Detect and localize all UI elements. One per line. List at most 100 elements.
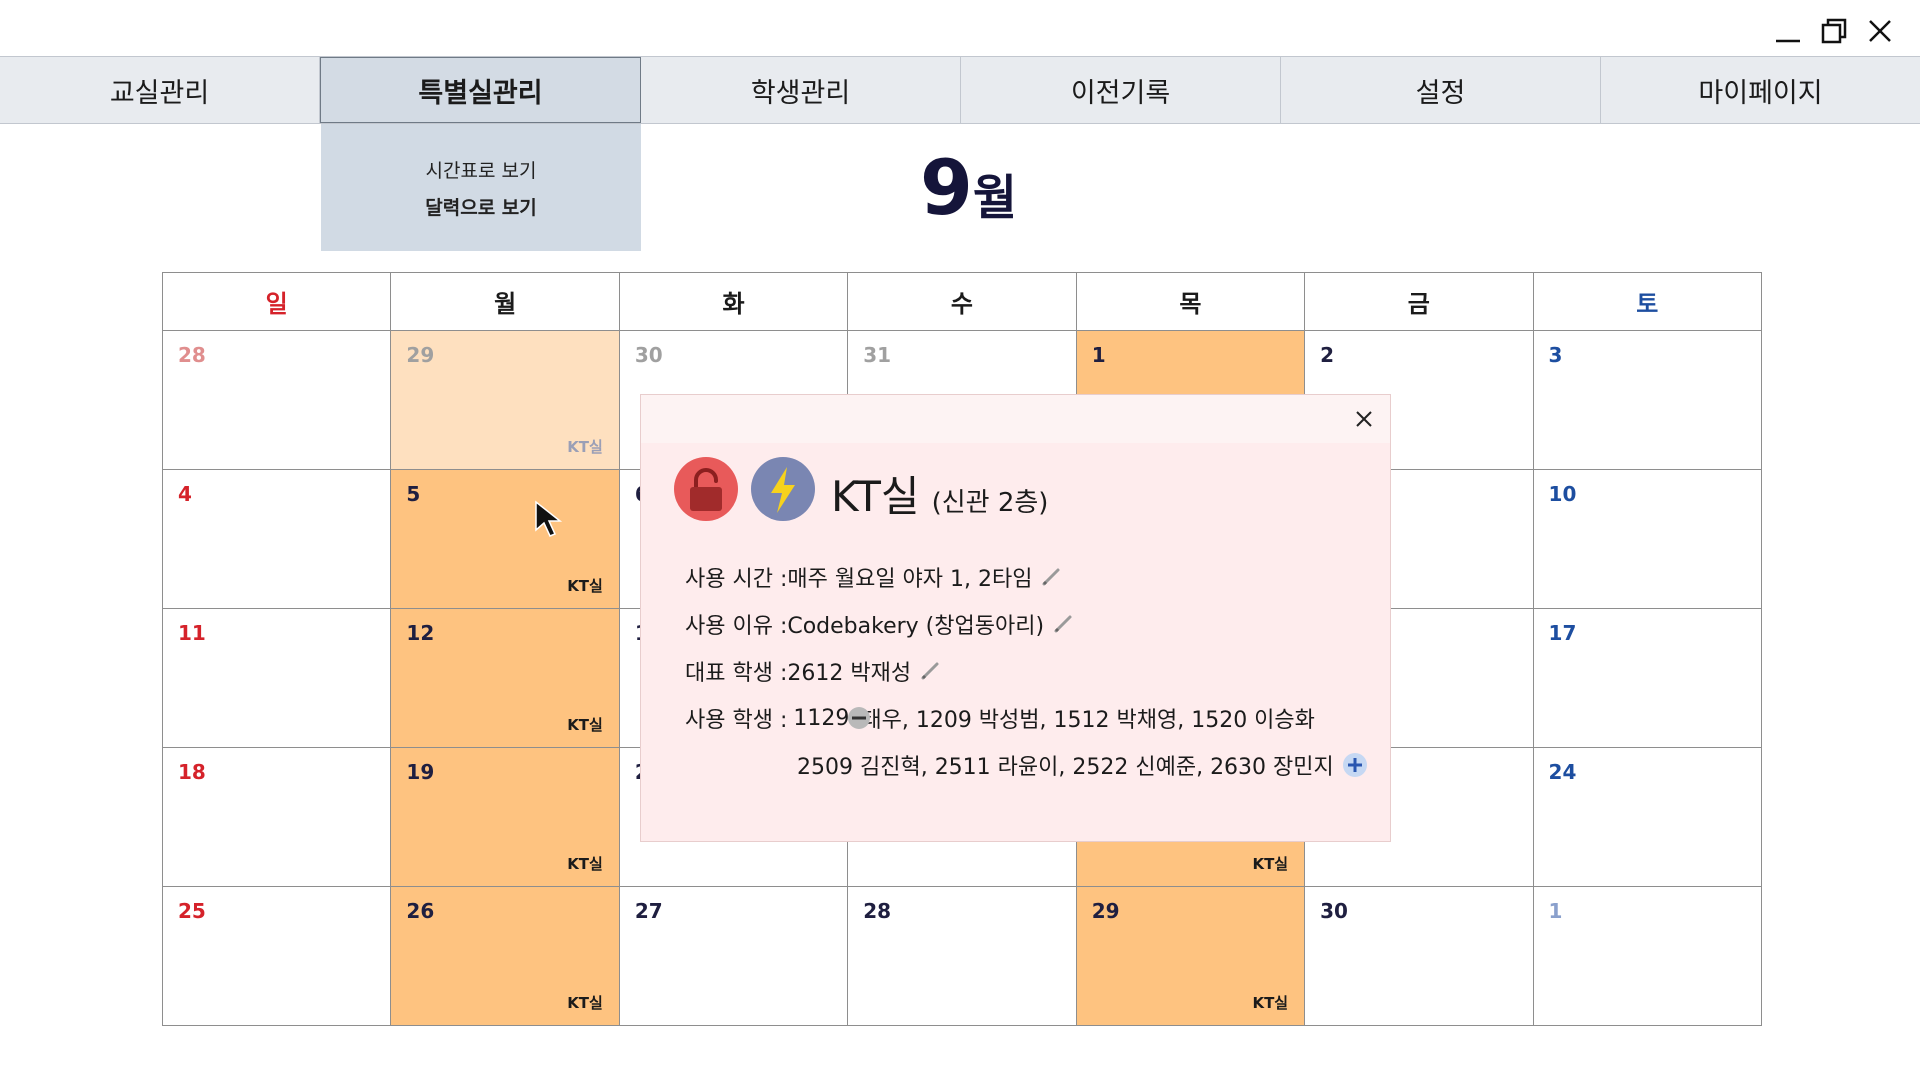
day-number: 29	[1091, 899, 1120, 923]
special-room-submenu: 시간표로 보기 달력으로 보기	[321, 124, 641, 251]
day-number: 28	[178, 343, 206, 367]
main-nav: 교실관리 특별실관리 학생관리 이전기록 설정 마이페이지	[0, 56, 1920, 124]
day-number: 4	[178, 482, 192, 506]
minimize-icon	[1776, 39, 1800, 43]
nav-item-mypage[interactable]: 마이페이지	[1698, 77, 1823, 109]
close-icon	[1869, 20, 1891, 42]
room-tag: KT실	[567, 438, 603, 456]
month-number: 9	[920, 143, 973, 232]
calendar-day-cell[interactable]: 10	[1532, 469, 1763, 609]
day-number: 1	[1548, 899, 1563, 923]
day-number: 26	[406, 899, 435, 923]
minimize-button[interactable]	[1768, 14, 1808, 48]
calendar-day-cell[interactable]: 24	[1532, 747, 1763, 887]
weekday-tue: 화	[618, 272, 849, 331]
day-number: 31	[863, 343, 892, 367]
day-number: 30	[1320, 899, 1348, 923]
popup-header	[641, 395, 1390, 443]
rep-student-value: 2612 박재성	[787, 661, 912, 686]
edit-pencil-icon[interactable]	[1052, 613, 1074, 635]
calendar-day-cell[interactable]: 5 KT실	[390, 469, 620, 609]
lightning-icon[interactable]	[751, 457, 815, 521]
calendar-day-cell[interactable]: 18	[161, 747, 392, 887]
rep-student-row: 대표 학생 : 2612 박재성	[685, 655, 941, 687]
day-number: 24	[1548, 760, 1577, 784]
usage-reason-row: 사용 이유 : Codebakery (창업동아리)	[685, 608, 1074, 640]
calendar-day-cell[interactable]: 4	[161, 469, 392, 609]
calendar-day-cell[interactable]: 1	[1532, 886, 1763, 1026]
nav-item-classroom[interactable]: 교실관리	[0, 57, 320, 123]
day-number: 1	[1091, 343, 1106, 367]
unlock-icon[interactable]	[674, 457, 738, 521]
calendar-day-cell[interactable]: 25	[161, 886, 392, 1026]
calendar-day-cell[interactable]: 28	[161, 330, 392, 470]
weekday-mon: 월	[390, 272, 620, 331]
day-number: 3	[1548, 343, 1563, 367]
submenu-timetable-view[interactable]: 시간표로 보기	[425, 159, 537, 182]
restore-button[interactable]	[1814, 14, 1854, 48]
students-row-2: 2509 김진혁, 2511 라윤이, 2522 신예준, 2630 장민지	[797, 749, 1368, 781]
room-tag: KT실	[567, 855, 603, 873]
day-number: 12	[406, 621, 435, 645]
nav-item-settings[interactable]: 설정	[1281, 57, 1601, 123]
day-number: 30	[634, 343, 663, 367]
calendar-day-cell[interactable]: 19 KT실	[390, 747, 620, 887]
weekday-fri: 금	[1304, 272, 1534, 331]
calendar-day-cell[interactable]: 28	[847, 886, 1077, 1026]
nav-item-students[interactable]: 학생관리	[641, 57, 961, 123]
popup-title: KT실 (신관 2층)	[831, 463, 1048, 524]
room-detail-popup: KT실 (신관 2층) 사용 시간 : 매주 월요일 야자 1, 2타임 사용 …	[640, 394, 1391, 842]
nav-item-history[interactable]: 이전기록	[961, 57, 1281, 123]
calendar-week: 25 26 KT실 27 28 29 KT실 30 1	[161, 886, 1763, 1026]
room-tag: KT실	[1252, 994, 1289, 1012]
submenu-calendar-view[interactable]: 달력으로 보기	[425, 196, 537, 219]
room-location: (신관 2층)	[931, 488, 1049, 518]
edit-pencil-icon[interactable]	[919, 660, 941, 682]
room-tag: KT실	[567, 577, 603, 595]
students-line2: 2509 김진혁, 2511 라윤이, 2522 신예준, 2630 장민지	[797, 755, 1334, 780]
nav-item-special-room[interactable]: 특별실관리	[320, 57, 641, 123]
day-number: 5	[406, 482, 421, 506]
calendar-day-cell[interactable]: 29 KT실	[390, 330, 620, 470]
room-tag: KT실	[1252, 855, 1289, 873]
weekday-sun: 일	[161, 272, 392, 331]
weekday-thu: 목	[1075, 272, 1306, 331]
calendar-day-cell[interactable]: 30	[1304, 886, 1534, 1026]
add-student-icon[interactable]	[1342, 752, 1368, 778]
weekday-header-row: 일 월 화 수 목 금 토	[161, 272, 1763, 331]
day-number: 17	[1548, 621, 1577, 645]
usage-time-label: 사용 시간 :	[685, 567, 788, 592]
popup-close-button[interactable]	[1350, 405, 1378, 433]
calendar-day-cell[interactable]: 11	[161, 608, 392, 748]
students-line1-rest: 태우, 1209 박성범, 1512 박채영, 1520 이승화	[861, 708, 1315, 733]
usage-reason-value: Codebakery (창업동아리)	[787, 614, 1045, 639]
calendar-day-cell[interactable]: 12 KT실	[390, 608, 620, 748]
usage-reason-label: 사용 이유 :	[685, 614, 788, 639]
rep-student-label: 대표 학생 :	[685, 661, 788, 686]
students-label: 사용 학생 :	[685, 708, 788, 733]
day-number: 25	[178, 899, 206, 923]
usage-time-value: 매주 월요일 야자 1, 2타임	[787, 567, 1033, 592]
calendar-day-cell[interactable]: 27	[618, 886, 849, 1026]
close-icon	[1356, 411, 1372, 427]
calendar-day-cell[interactable]: 26 KT실	[390, 886, 620, 1026]
month-title: 9 월	[920, 150, 1017, 226]
room-name: KT실	[831, 472, 920, 521]
calendar-day-cell[interactable]: 3	[1532, 330, 1763, 470]
day-number: 18	[178, 760, 206, 784]
month-unit: 월	[972, 170, 1018, 226]
remove-student-icon[interactable]	[847, 706, 871, 730]
calendar-day-cell[interactable]: 17	[1532, 608, 1763, 748]
room-tag: KT실	[567, 716, 603, 734]
restore-icon	[1821, 18, 1847, 44]
close-window-button[interactable]	[1860, 14, 1900, 48]
day-number: 10	[1548, 482, 1577, 506]
day-number: 29	[406, 343, 435, 367]
edit-pencil-icon[interactable]	[1040, 566, 1062, 588]
usage-time-row: 사용 시간 : 매주 월요일 야자 1, 2타임	[685, 561, 1062, 593]
students-row: 사용 학생 : 1129 태우, 1209 박성범, 1512 박채영, 152…	[685, 702, 1315, 734]
calendar-day-cell[interactable]: 29 KT실	[1075, 886, 1306, 1026]
weekday-sat: 토	[1532, 272, 1763, 331]
mouse-cursor-icon	[535, 500, 563, 537]
day-number: 27	[634, 899, 663, 923]
